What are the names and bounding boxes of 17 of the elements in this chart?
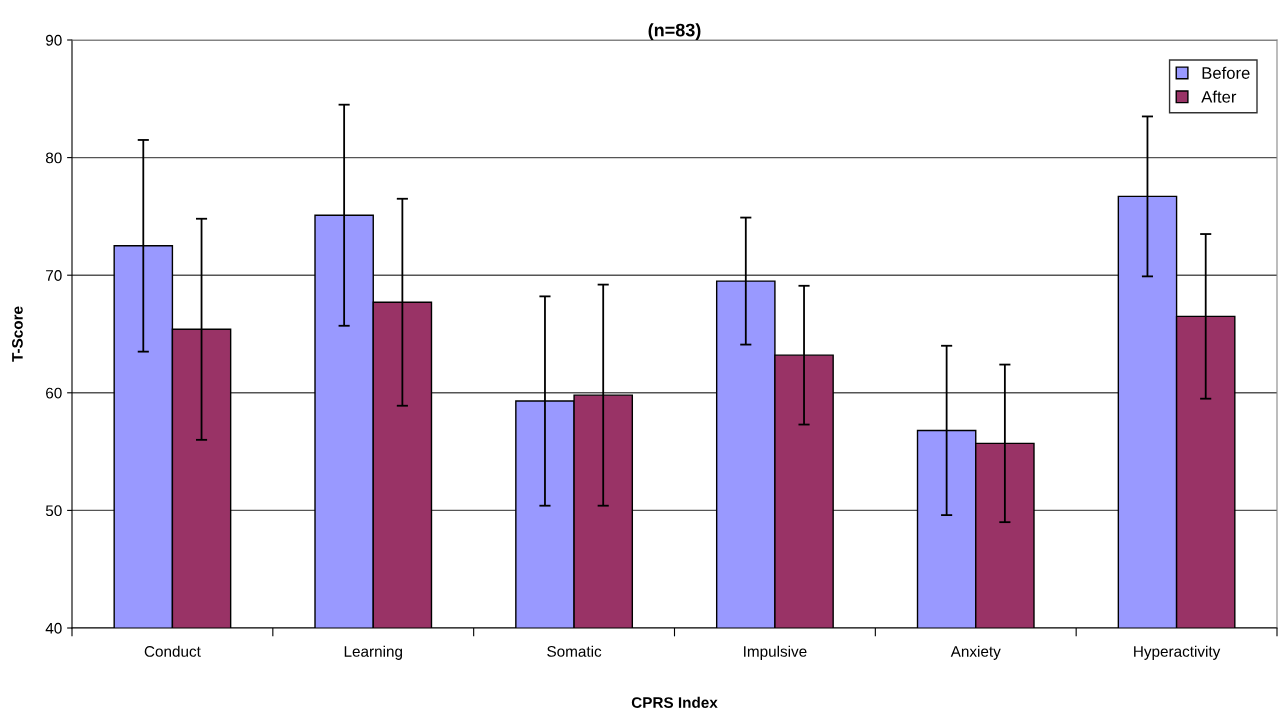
y-axis-title: T-Score (12, 306, 23, 362)
y-tick-label: 50 (45, 505, 62, 517)
x-tick-label: Learning (344, 645, 402, 660)
y-tick-label: 90 (46, 34, 62, 46)
legend-label: After (1201, 90, 1237, 103)
y-tick-label: 40 (45, 622, 62, 634)
x-tick-label: Conduct (144, 645, 201, 657)
y-tick-label: 80 (45, 152, 62, 164)
y-tick-label: 70 (46, 270, 62, 281)
x-tick-label: Anxiety (950, 645, 1001, 660)
legend-label: Before (1202, 66, 1250, 79)
x-tick-label: Impulsive (744, 645, 807, 660)
x-axis-title: CPRS Index (631, 696, 718, 708)
chart-title: (n=83) (648, 23, 701, 40)
y-tick-label: 60 (46, 387, 62, 399)
x-tick-label: Hyperactivity (1134, 645, 1221, 660)
x-tick-label: Somatic (547, 645, 602, 657)
